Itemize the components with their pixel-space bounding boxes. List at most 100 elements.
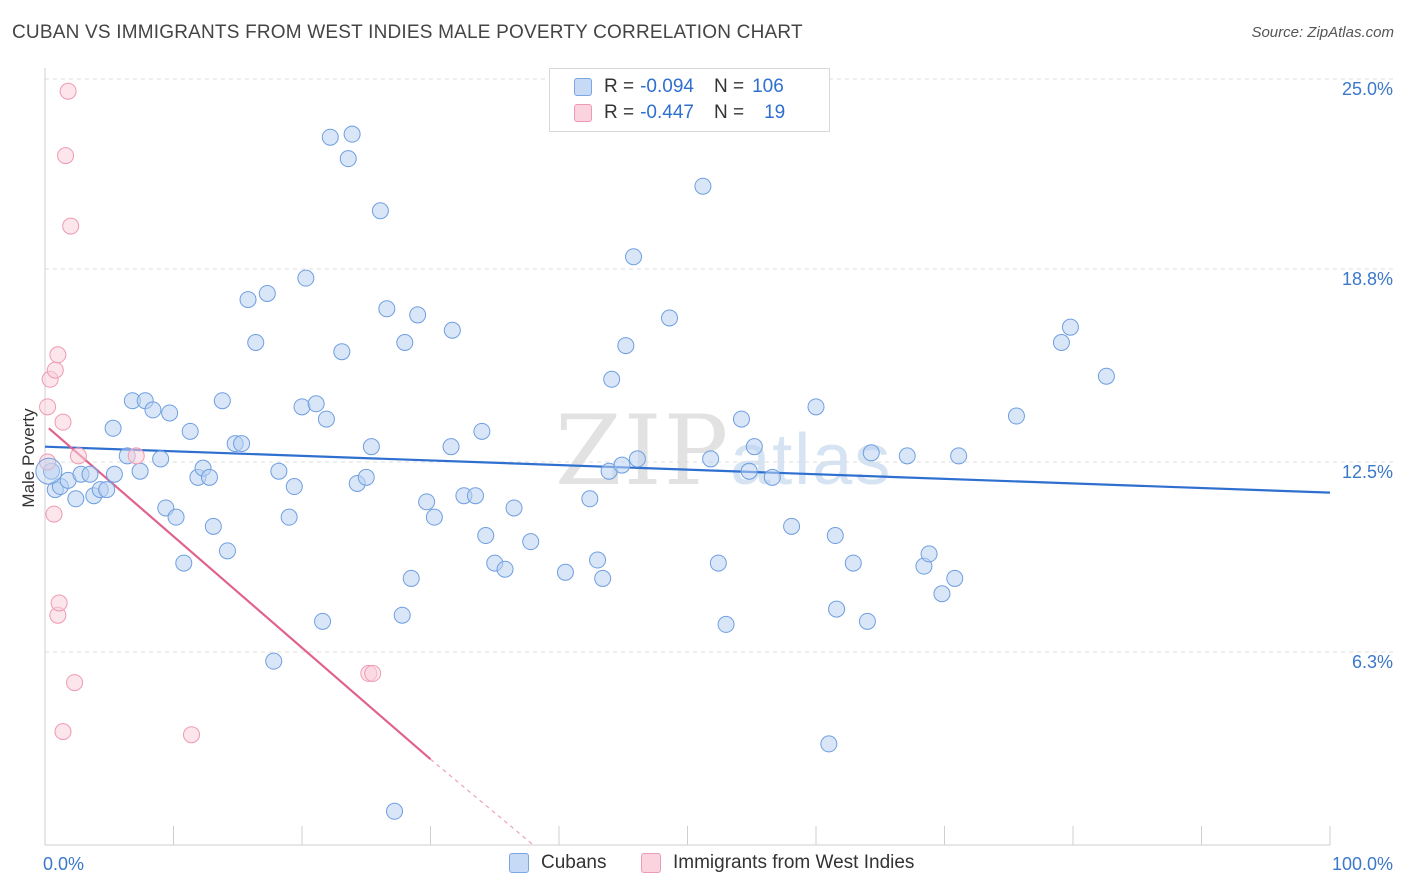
point-cubans [1007, 407, 1025, 425]
point-cubans [321, 128, 339, 146]
chart-title: CUBAN VS IMMIGRANTS FROM WEST INDIES MAL… [12, 22, 803, 43]
point-west-indies [46, 361, 64, 379]
point-cubans [617, 337, 635, 355]
point-west-indies [49, 346, 67, 364]
legend-r-label: R = [604, 76, 635, 97]
point-west-indies [45, 505, 63, 523]
point-cubans [466, 487, 484, 505]
point-cubans [98, 481, 116, 499]
legend-r-value: -0.094 [640, 76, 694, 97]
point-cubans [270, 462, 288, 480]
point-cubans [443, 321, 461, 339]
axis-layer [44, 68, 1331, 846]
point-cubans [81, 465, 99, 483]
point-cubans [717, 615, 735, 633]
y-tick-label: 12.5% [1342, 462, 1393, 482]
point-cubans [409, 306, 427, 324]
legend-swatch-west-indies [641, 853, 661, 873]
point-west-indies [62, 217, 80, 235]
legend-r-value: -0.447 [640, 102, 694, 123]
legend-label-cubans: Cubans [541, 852, 607, 873]
point-cubans [763, 468, 781, 486]
point-cubans [333, 343, 351, 361]
point-west-indies [127, 447, 145, 465]
legend-item-west-indies[interactable]: Immigrants from West Indies [641, 852, 914, 874]
point-cubans [702, 450, 720, 468]
legend-r-label: R = [604, 102, 635, 123]
legend-item-cubans[interactable]: Cubans [509, 852, 607, 874]
point-cubans [362, 438, 380, 456]
point-cubans [314, 612, 332, 630]
point-cubans [307, 395, 325, 413]
point-cubans [477, 527, 495, 545]
legend-row-west-indies: R = -0.447 N = 19 [574, 101, 785, 125]
point-cubans [104, 419, 122, 437]
point-cubans [297, 269, 315, 287]
point-cubans [862, 444, 880, 462]
point-cubans [357, 468, 375, 486]
point-cubans [200, 468, 218, 486]
point-west-indies [69, 447, 87, 465]
points-layer [35, 82, 1115, 820]
legend-n-label: N = [713, 102, 745, 123]
point-cubans [828, 600, 846, 618]
point-cubans [920, 545, 938, 563]
point-cubans [233, 435, 251, 453]
point-cubans [152, 450, 170, 468]
point-cubans [280, 508, 298, 526]
point-cubans [1052, 334, 1070, 352]
point-cubans [858, 612, 876, 630]
point-cubans [218, 542, 236, 560]
point-cubans [732, 410, 750, 428]
point-cubans [339, 150, 357, 168]
point-cubans [1061, 318, 1079, 336]
point-west-indies [57, 147, 75, 165]
point-cubans [167, 508, 185, 526]
point-cubans [1097, 367, 1115, 385]
point-cubans [505, 499, 523, 517]
y-axis-title: Male Poverty [19, 408, 38, 508]
point-cubans [898, 447, 916, 465]
point-cubans [317, 410, 335, 428]
point-cubans [603, 370, 621, 388]
point-west-indies [54, 723, 72, 741]
point-west-indies [50, 594, 68, 612]
point-cubans [204, 517, 222, 535]
point-cubans [239, 291, 257, 309]
point-cubans [694, 177, 712, 195]
watermark-zip: ZIP [555, 395, 731, 507]
point-cubans [740, 462, 758, 480]
point-west-indies [54, 413, 72, 431]
point-cubans [589, 551, 607, 569]
x-tick-label: 0.0% [43, 854, 84, 874]
point-cubans [709, 554, 727, 572]
point-cubans [556, 563, 574, 581]
point-west-indies [66, 674, 84, 692]
point-cubans [265, 652, 283, 670]
legend-swatch-cubans [574, 78, 592, 96]
point-cubans [181, 422, 199, 440]
trendline-extension-west-indies [430, 758, 534, 846]
point-cubans [807, 398, 825, 416]
point-cubans [293, 398, 311, 416]
point-cubans [378, 300, 396, 318]
legend-n-value: 19 [764, 102, 786, 123]
point-cubans [826, 527, 844, 545]
point-cubans [418, 493, 436, 511]
point-cubans [950, 447, 968, 465]
point-west-indies [59, 82, 77, 100]
point-cubans [425, 508, 443, 526]
point-cubans [393, 606, 411, 624]
point-cubans [628, 450, 646, 468]
point-cubans [613, 456, 631, 474]
point-cubans [386, 802, 404, 820]
point-cubans [144, 401, 162, 419]
legend-label-west-indies: Immigrants from West Indies [673, 852, 915, 873]
label-layer: 6.3% 12.5% 18.8% 25.0% 0.0% 100.0% Male Povert… [19, 79, 1393, 874]
point-cubans [844, 554, 862, 572]
point-cubans [522, 533, 540, 551]
point-cubans [581, 490, 599, 508]
point-cubans [594, 569, 612, 587]
point-cubans [213, 392, 231, 410]
legend-swatch-cubans [509, 853, 529, 873]
